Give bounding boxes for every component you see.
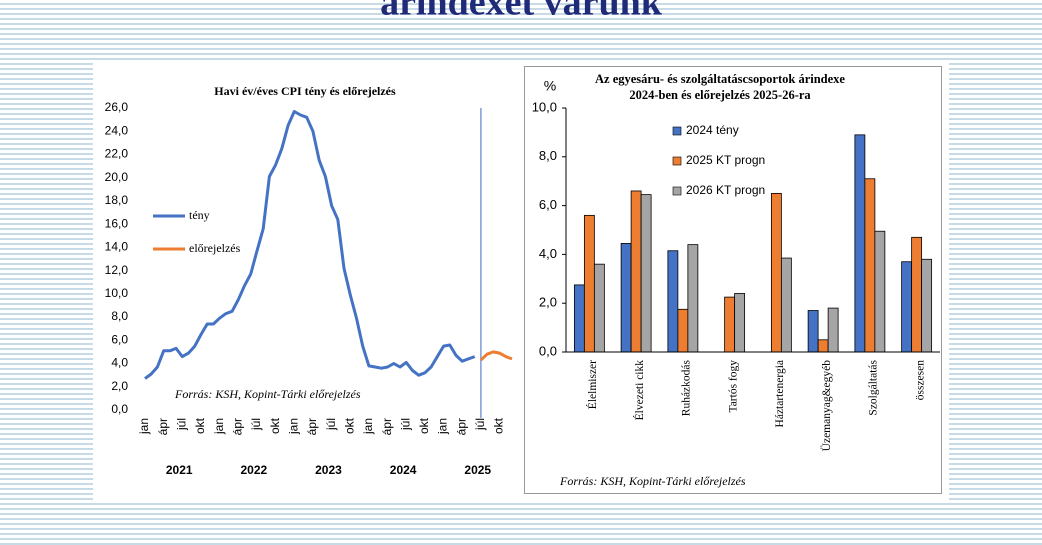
y-tick-label: 8,0: [111, 309, 128, 323]
bar: [620, 243, 632, 353]
slide-title: árindexet várunk: [380, 0, 663, 24]
bar: [780, 257, 792, 353]
x-tick-label: Ruházkodás: [681, 359, 693, 416]
x-tick-label: jan: [286, 418, 300, 435]
bar: [667, 250, 679, 353]
year-label: 2023: [315, 463, 342, 477]
bar: [817, 339, 829, 353]
legend-label: tény: [189, 208, 210, 222]
y-tick-label: 4,0: [539, 246, 557, 261]
bar: [724, 296, 736, 353]
x-tick-label: Háztartenergia: [774, 360, 786, 427]
y-tick-label: 16,0: [105, 216, 129, 230]
chart-title: Az egyesáru- és szolgáltatáscsoportok ár…: [595, 72, 845, 86]
x-tick-label: Élvezeti cikk: [632, 360, 646, 421]
x-tick-label: ápr: [156, 418, 170, 435]
y-tick-label: 0,0: [539, 343, 557, 358]
y-tick-label: 4,0: [111, 356, 128, 370]
y-tick-label: 2,0: [111, 379, 128, 393]
x-tick-label: okt: [492, 417, 506, 434]
legend-label: 2026 KT progn: [686, 183, 765, 197]
chart-frame: [524, 66, 942, 494]
y-tick-label: 6,0: [111, 332, 128, 346]
y-tick-label: 0,0: [111, 402, 128, 416]
x-tick-label: júl: [473, 418, 487, 431]
x-tick-label: júl: [324, 418, 338, 431]
bar: [677, 308, 689, 353]
year-label: 2021: [166, 463, 193, 477]
y-tick-label: 8,0: [539, 148, 557, 163]
y-tick-label: 20,0: [105, 170, 129, 184]
bar: [734, 293, 746, 353]
y-tick-label: 10,0: [532, 99, 557, 114]
y-tick-label: 18,0: [105, 193, 129, 207]
legend-label: előrejelzés: [189, 241, 241, 255]
x-tick-label: okt: [417, 417, 431, 434]
bar: [864, 178, 876, 353]
x-tick-label: jan: [436, 418, 450, 435]
y-tick-label: 14,0: [105, 240, 129, 254]
x-tick-label: ápr: [380, 418, 394, 435]
bar: [827, 307, 839, 353]
x-tick-label: Szolgáltatás: [868, 359, 880, 415]
bar: [640, 194, 652, 353]
x-tick-label: jan: [137, 418, 151, 435]
chart-title: 2024-ben és előrejelzés 2025-26-ra: [629, 88, 811, 102]
x-tick-label: okt: [342, 417, 356, 434]
bar: [874, 230, 886, 353]
x-tick-label: ápr: [305, 418, 319, 435]
bar: [911, 236, 923, 353]
x-tick-label: Tartós fogy: [727, 360, 739, 413]
y-tick-label: 24,0: [105, 123, 129, 137]
bar: [573, 284, 585, 353]
y-tick-label: 2,0: [539, 295, 557, 310]
year-label: 2025: [464, 463, 491, 477]
legend-label: 2025 KT progn: [686, 153, 765, 167]
x-tick-label: összesen: [914, 360, 926, 400]
x-tick-label: Élelmiszer: [585, 360, 599, 409]
y-axis-label: %: [544, 78, 556, 94]
y-tick-label: 6,0: [539, 197, 557, 212]
bar: [854, 134, 866, 353]
bar: [687, 244, 699, 353]
year-label: 2022: [240, 463, 267, 477]
bar: [630, 190, 642, 353]
legend-swatch: [672, 186, 682, 196]
y-tick-label: 22,0: [105, 147, 129, 161]
legend-swatch: [672, 126, 682, 136]
bar: [593, 263, 605, 353]
x-tick-label: jan: [361, 418, 375, 435]
bar: [583, 214, 595, 353]
bar: [770, 192, 782, 353]
x-tick-label: júl: [174, 418, 188, 431]
source: Forrás: KSH, Kopint-Tárki előrejelzés: [559, 474, 746, 488]
legend-label: 2024 tény: [686, 123, 739, 137]
x-tick-label: okt: [193, 417, 207, 434]
x-tick-label: ápr: [454, 418, 468, 435]
x-tick-label: júl: [249, 418, 263, 431]
series-line: [479, 350, 513, 362]
year-label: 2024: [390, 463, 417, 477]
series-line: [144, 110, 476, 380]
y-tick-label: 10,0: [105, 286, 129, 300]
content-area: [93, 62, 949, 500]
bar: [901, 261, 913, 353]
y-tick-label: 26,0: [105, 100, 129, 114]
source: Forrás: KSH, Kopint-Tárki előrejelzés: [174, 387, 361, 401]
bar: [921, 258, 933, 353]
x-tick-label: jan: [212, 418, 226, 435]
legend-swatch: [672, 156, 682, 166]
y-tick-label: 12,0: [105, 263, 129, 277]
x-tick-label: ápr: [230, 418, 244, 435]
x-tick-label: Üzemanyag&egyéb: [819, 360, 833, 452]
x-tick-label: júl: [398, 418, 412, 431]
bar: [807, 310, 819, 353]
x-tick-label: okt: [268, 417, 282, 434]
chart-title: Havi év/éves CPI tény és előrejelzés: [214, 84, 396, 98]
